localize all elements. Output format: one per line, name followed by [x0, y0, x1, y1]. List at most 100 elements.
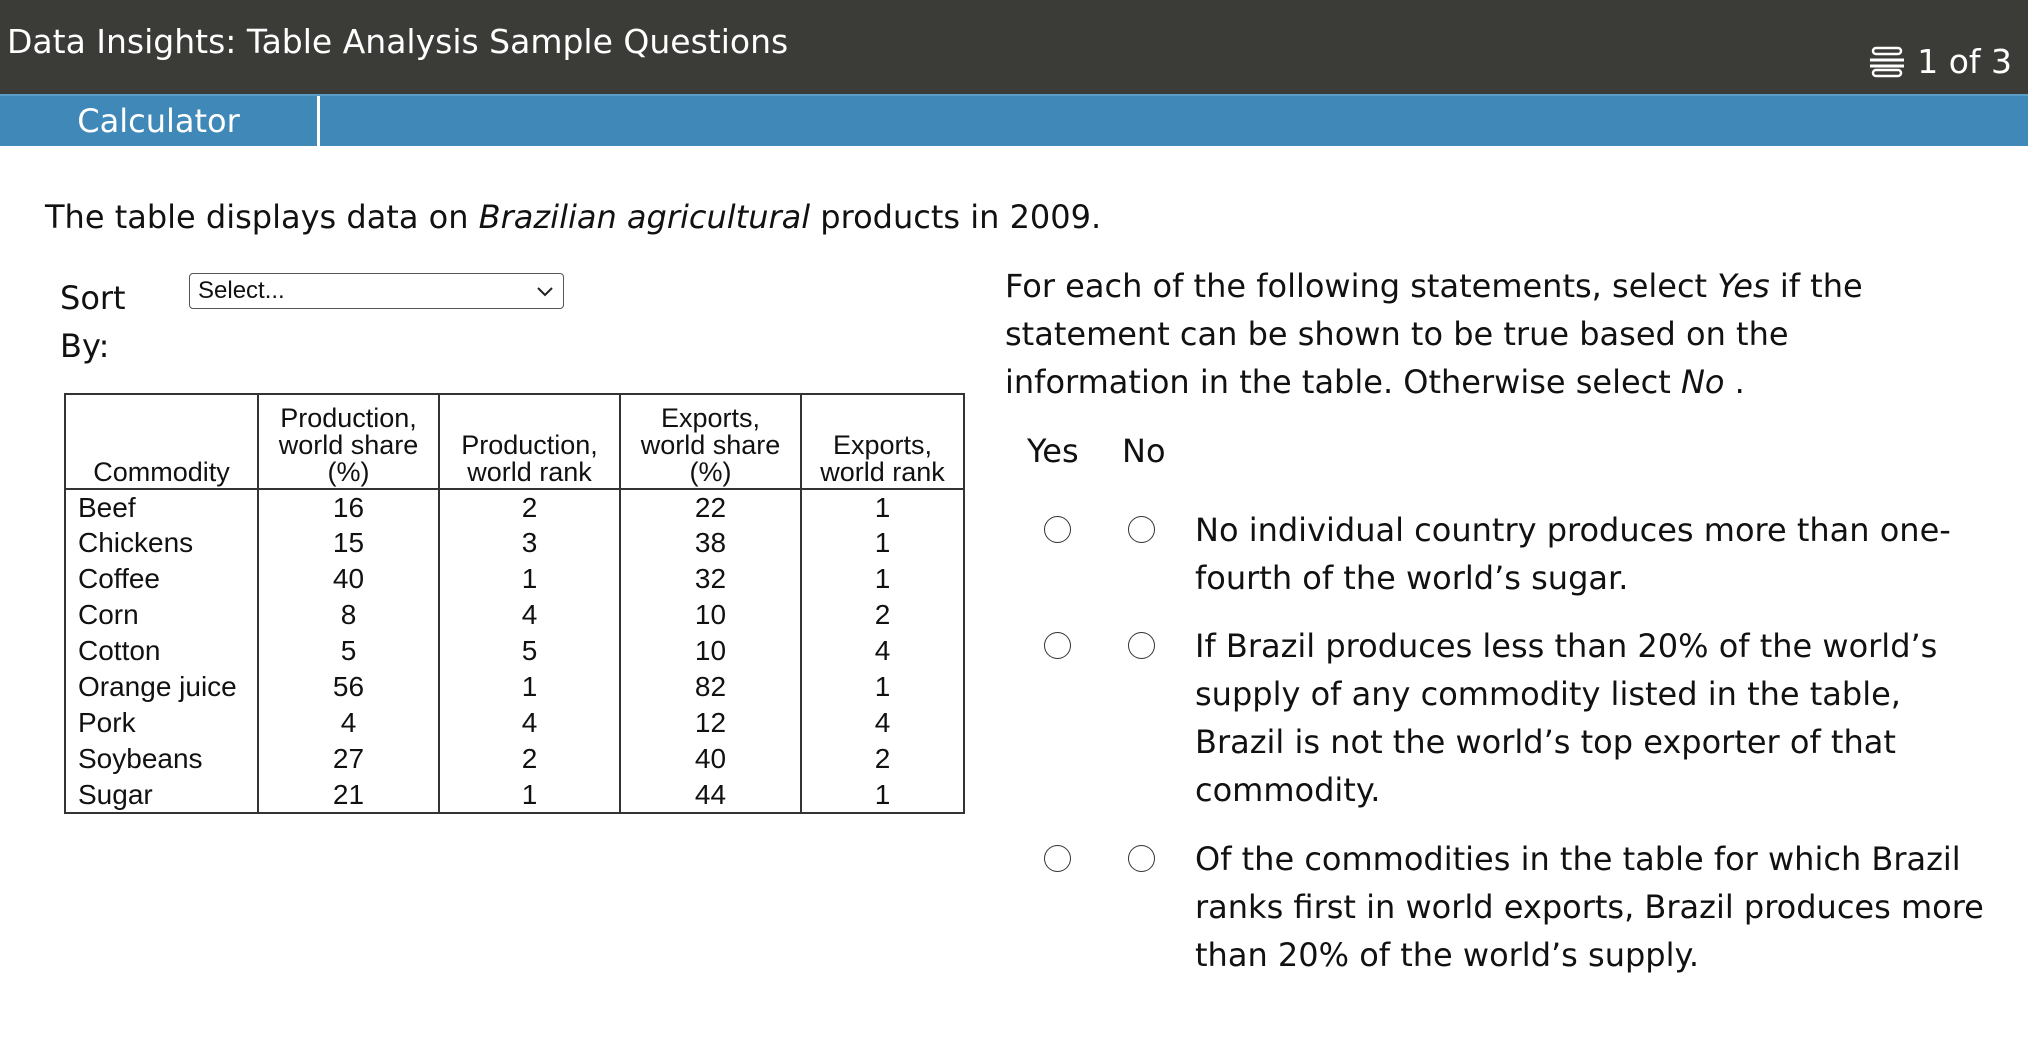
- table-header-line: Exports,: [660, 403, 761, 433]
- table-cell: Chickens: [64, 525, 259, 561]
- table-cell: Cotton: [64, 633, 259, 669]
- table-header-line: world share: [640, 430, 781, 460]
- table-row: Corn 8 4 10 2: [64, 597, 965, 633]
- table-header-line: world share: [278, 430, 419, 460]
- intro-text: The table displays data on Brazilian agr…: [45, 198, 1101, 236]
- table-header-line: Exports,: [832, 430, 933, 460]
- table-cell: Pork: [64, 705, 259, 741]
- table-cell: Beef: [64, 489, 259, 525]
- table-cell: 44: [619, 777, 802, 813]
- statement-3-text: Of the commodities in the table for whic…: [1195, 840, 1984, 974]
- table-header-row: Commodity Production, world share (%) Produc…: [64, 394, 965, 490]
- table-header-line: world rank: [820, 457, 945, 487]
- calculator-button[interactable]: Calculator: [0, 96, 320, 146]
- chevron-down-icon: [537, 287, 553, 297]
- table-header-cell: Exports, world share (%): [619, 394, 802, 490]
- sort-label: Sort By:: [60, 279, 126, 365]
- sort-select-value: Select...: [198, 277, 285, 304]
- table-cell: Corn: [64, 597, 259, 633]
- statement-1-yes-radio[interactable]: [1044, 516, 1071, 543]
- instructions-part1: For each of the following statements, se…: [1005, 267, 1718, 305]
- table-cell: 32: [619, 561, 802, 597]
- statement-2-no-radio[interactable]: [1128, 632, 1155, 659]
- table-cell: 4: [257, 705, 440, 741]
- table-cell: 10: [619, 633, 802, 669]
- table-header-line: (%): [689, 457, 732, 487]
- page-title: Data Insights: Table Analysis Sample Que…: [7, 22, 789, 61]
- table-header-line: world rank: [467, 457, 592, 487]
- table-cell: 10: [619, 597, 802, 633]
- intro-before: The table displays data on: [45, 198, 479, 236]
- instructions-part3: .: [1724, 363, 1745, 401]
- table-header-cell: Commodity: [64, 394, 259, 490]
- table-cell: 27: [257, 741, 440, 777]
- table-cell: 2: [438, 489, 621, 525]
- page-counter-text: 1 of 3: [1917, 42, 2012, 81]
- table-cell: 4: [438, 705, 621, 741]
- table-row: Pork 4 4 12 4: [64, 705, 965, 741]
- table-cell: 1: [438, 669, 621, 705]
- table-cell: Sugar: [64, 777, 259, 813]
- table-cell: 1: [800, 525, 965, 561]
- table-cell: 1: [438, 777, 621, 813]
- table-cell: 1: [800, 777, 965, 813]
- table-row: Sugar 21 1 44 1: [64, 777, 965, 813]
- table-cell: 2: [800, 741, 965, 777]
- instructions-no: No: [1680, 363, 1725, 401]
- toolbar: Calculator: [0, 94, 2028, 146]
- page-counter: 1 of 3: [1867, 42, 2012, 81]
- table-row: Cotton 5 5 10 4: [64, 633, 965, 669]
- instructions: For each of the following statements, se…: [1005, 262, 1975, 406]
- instructions-yes: Yes: [1717, 267, 1770, 305]
- table-row: Orange juice 56 1 82 1: [64, 669, 965, 705]
- table-cell: 5: [257, 633, 440, 669]
- statement-1-text: No individual country produces more than…: [1195, 511, 1951, 597]
- table-cell: 1: [800, 669, 965, 705]
- table-body: Beef 16 2 22 1 Chickens 15 3 38 1 Coffee 40 1 32 1 Corn…: [64, 489, 965, 813]
- table-cell: 3: [438, 525, 621, 561]
- table-header-line: Commodity: [93, 457, 230, 487]
- title-bar: Data Insights: Table Analysis Sample Que…: [0, 0, 2028, 94]
- table-cell: 5: [438, 633, 621, 669]
- table-header-cell: Exports, world rank: [800, 394, 965, 490]
- table-row: Chickens 15 3 38 1: [64, 525, 965, 561]
- table-row: Soybeans 27 2 40 2: [64, 741, 965, 777]
- table-cell: 4: [800, 633, 965, 669]
- table-cell: 40: [619, 741, 802, 777]
- table-cell: 4: [438, 597, 621, 633]
- table-cell: 21: [257, 777, 440, 813]
- table-cell: 40: [257, 561, 440, 597]
- table-header-cell: Production, world rank: [438, 394, 621, 490]
- table-header-cell: Production, world share (%): [257, 394, 440, 490]
- sort-select[interactable]: Select...: [189, 273, 564, 309]
- table-cell: Orange juice: [64, 669, 259, 705]
- table-header-line: Production,: [280, 403, 417, 433]
- table-cell: 2: [438, 741, 621, 777]
- commodity-table: Commodity Production, world share (%) Produc…: [64, 393, 965, 814]
- table-row: Coffee 40 1 32 1: [64, 561, 965, 597]
- intro-after: products in 2009.: [810, 198, 1102, 236]
- table-cell: 16: [257, 489, 440, 525]
- table-cell: 15: [257, 525, 440, 561]
- statement-2-text: If Brazil produces less than 20% of the …: [1195, 627, 1938, 809]
- statement-3-yes-radio[interactable]: [1044, 845, 1071, 872]
- statement-3-no-radio[interactable]: [1128, 845, 1155, 872]
- table-row: Beef 16 2 22 1: [64, 489, 965, 525]
- table-cell: 1: [438, 561, 621, 597]
- table-cell: 4: [800, 705, 965, 741]
- table-cell: 56: [257, 669, 440, 705]
- stack-icon: [1870, 46, 1905, 77]
- instructions-part2: if the statement can be shown to be true…: [1005, 267, 1863, 401]
- table-cell: Soybeans: [64, 741, 259, 777]
- table-cell: 38: [619, 525, 802, 561]
- statement-2-yes-radio[interactable]: [1044, 632, 1071, 659]
- table-header-line: (%): [327, 457, 370, 487]
- table-cell: 12: [619, 705, 802, 741]
- table-cell: Coffee: [64, 561, 259, 597]
- table-header-line: Production,: [461, 430, 598, 460]
- table-cell: 1: [800, 561, 965, 597]
- table-cell: 2: [800, 597, 965, 633]
- table-cell: 8: [257, 597, 440, 633]
- table-cell: 82: [619, 669, 802, 705]
- statement-1-no-radio[interactable]: [1128, 516, 1155, 543]
